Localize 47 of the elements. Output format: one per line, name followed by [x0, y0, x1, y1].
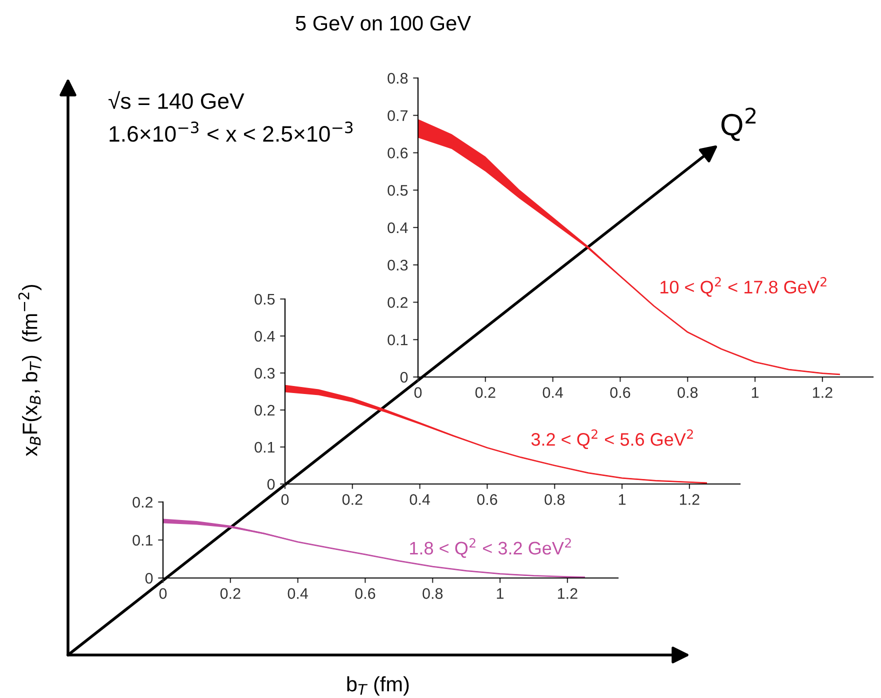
y-tick-label: 0.4	[388, 222, 408, 234]
x-tick-label: 0.6	[610, 387, 630, 398]
x-tick-label: 1	[752, 387, 759, 398]
y-tick-label: 0.7	[388, 110, 408, 122]
y-tick-label: 0.8	[388, 72, 408, 84]
y-tick-label: 0	[400, 372, 408, 383]
text: √s = 140 GeV	[108, 91, 244, 109]
y-tick-label: 0.5	[254, 294, 275, 305]
annotation: Q$^{2}$	[721, 108, 756, 142]
y-tick-label: 0.6	[388, 148, 408, 158]
y-tick-label: 0.1	[254, 442, 275, 453]
y-tick-label: 0.2	[388, 297, 408, 308]
text: 1.6×10$^{−3}$ < x < 2.5×10$^{−3}$	[110, 122, 353, 142]
x-tick-label: 0.4	[542, 387, 563, 398]
series-label: 10 < Q$^{2}$ < 17.8 GeV$^{2}$	[660, 277, 826, 297]
text: 5 GeV on 100 GeV	[296, 16, 471, 31]
x-tick-label: 0.4	[410, 494, 430, 505]
x-tick-label: 0	[414, 387, 422, 398]
x-tick-label: 0.8	[678, 387, 698, 398]
y-tick-label: 0.5	[388, 184, 408, 196]
x-tick-label: 1.2	[558, 588, 578, 599]
x-tick-label: 0	[281, 494, 289, 505]
y-tick-label: 0.1	[132, 534, 153, 546]
y-tick-label: 0.1	[388, 334, 408, 346]
y-tick-label: 0.2	[254, 404, 275, 416]
x-tick-label: 0	[159, 588, 167, 599]
x-tick-label: 0.2	[342, 494, 362, 505]
x-tick-label: 1	[618, 494, 626, 505]
x-tick-label: 0.4	[288, 588, 308, 599]
y-tick-label: 0.3	[388, 260, 408, 271]
x-tick-label: 0.2	[475, 387, 496, 398]
x-tick-label: 0.8	[544, 494, 565, 505]
x-tick-label: 0.2	[220, 588, 240, 599]
text: x$_{B}$F(x$_{B}$, b$_{T}$) (fm$^{−2}$)	[18, 284, 42, 456]
x-tick-label: 0.8	[422, 588, 443, 599]
x-tick-label: 1.2	[680, 494, 700, 505]
y-tick-label: 0.3	[254, 368, 275, 379]
x-tick-label: 0.6	[355, 588, 376, 599]
y-tick-label: 0	[267, 478, 275, 490]
series-label: 3.2 < Q$^{2}$ < 5.6 GeV$^{2}$	[531, 429, 693, 450]
x-tick-label: 1.2	[812, 387, 832, 398]
y-tick-label: 0	[145, 572, 153, 584]
y-tick-label: 0.4	[254, 330, 275, 342]
text: b$_{T}$ (fm)	[347, 676, 409, 696]
x-tick-label: 0.6	[477, 494, 498, 505]
series-label: 1.8 < Q$^{2}$ < 3.2 GeV$^{2}$	[410, 538, 571, 558]
x-tick-label: 1	[496, 588, 504, 599]
